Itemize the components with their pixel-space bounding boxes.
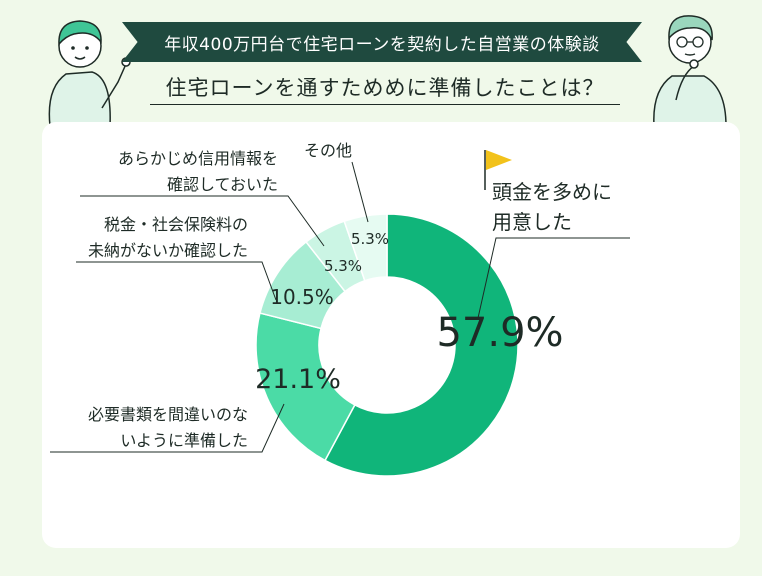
leader-line-4 <box>80 195 325 247</box>
leader-line-5 <box>351 161 369 223</box>
value-label-2: 21.1% <box>255 364 341 395</box>
category-label-3-line-2: 未納がないか確認した <box>88 241 248 260</box>
person-illustration-right <box>653 15 727 126</box>
donut-slice-5 <box>343 213 388 282</box>
category-label-5-line-1: その他 <box>304 141 352 160</box>
flag-icon <box>484 150 512 190</box>
donut-slice-1 <box>324 213 519 477</box>
category-label-4-line-1: あらかじめ信用情報を <box>118 149 278 168</box>
category-label-4-line-2: 確認しておいた <box>167 175 278 194</box>
category-label-1-line-1: 頭金を多めに <box>492 180 612 204</box>
value-label-1: 57.9% <box>436 310 563 356</box>
chart-card <box>42 122 740 548</box>
category-label-2-line-2: いように準備した <box>120 431 248 450</box>
question-underline <box>150 104 620 105</box>
value-label-3: 10.5% <box>270 285 334 309</box>
question-title: 住宅ローンを通すためめに準備したことは？ <box>165 76 605 100</box>
donut-slice-2 <box>255 312 356 462</box>
category-label-1-line-2: 用意した <box>492 210 572 234</box>
value-label-5: 5.3% <box>351 230 389 248</box>
leader-line-1 <box>477 237 630 319</box>
value-label-4: 5.3% <box>324 257 362 275</box>
category-label-3-line-1: 税金・社会保険料の <box>104 215 248 234</box>
leader-line-3 <box>76 261 277 301</box>
banner-title: 年収400万円台で住宅ローンを契約した自営業の体験談 <box>122 22 642 62</box>
leader-line-2 <box>50 403 285 453</box>
category-label-2-line-1: 必要書類を間違いのな <box>88 405 248 424</box>
